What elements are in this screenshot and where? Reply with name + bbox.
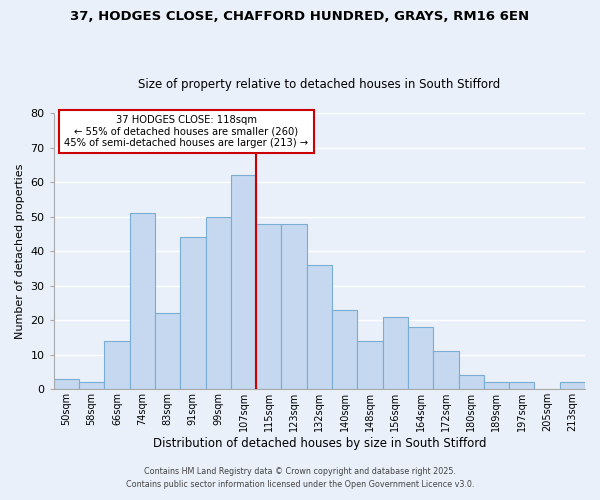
Bar bbox=[332, 310, 358, 390]
Bar bbox=[307, 265, 332, 390]
Bar bbox=[358, 341, 383, 390]
Bar bbox=[231, 175, 256, 390]
Bar bbox=[256, 224, 281, 390]
Text: 37 HODGES CLOSE: 118sqm
← 55% of detached houses are smaller (260)
45% of semi-d: 37 HODGES CLOSE: 118sqm ← 55% of detache… bbox=[64, 114, 308, 148]
Bar bbox=[509, 382, 535, 390]
Bar bbox=[104, 341, 130, 390]
Bar bbox=[130, 213, 155, 390]
Bar bbox=[206, 216, 231, 390]
Bar bbox=[180, 238, 206, 390]
Bar bbox=[458, 376, 484, 390]
Bar bbox=[560, 382, 585, 390]
Text: Contains HM Land Registry data © Crown copyright and database right 2025.
Contai: Contains HM Land Registry data © Crown c… bbox=[126, 468, 474, 489]
Bar bbox=[408, 327, 433, 390]
Bar bbox=[79, 382, 104, 390]
Text: 37, HODGES CLOSE, CHAFFORD HUNDRED, GRAYS, RM16 6EN: 37, HODGES CLOSE, CHAFFORD HUNDRED, GRAY… bbox=[70, 10, 530, 23]
Bar bbox=[54, 379, 79, 390]
Title: Size of property relative to detached houses in South Stifford: Size of property relative to detached ho… bbox=[138, 78, 500, 91]
Bar bbox=[383, 317, 408, 390]
Bar bbox=[484, 382, 509, 390]
Bar bbox=[433, 352, 458, 390]
Bar bbox=[155, 314, 180, 390]
Y-axis label: Number of detached properties: Number of detached properties bbox=[15, 164, 25, 339]
X-axis label: Distribution of detached houses by size in South Stifford: Distribution of detached houses by size … bbox=[152, 437, 486, 450]
Bar bbox=[281, 224, 307, 390]
